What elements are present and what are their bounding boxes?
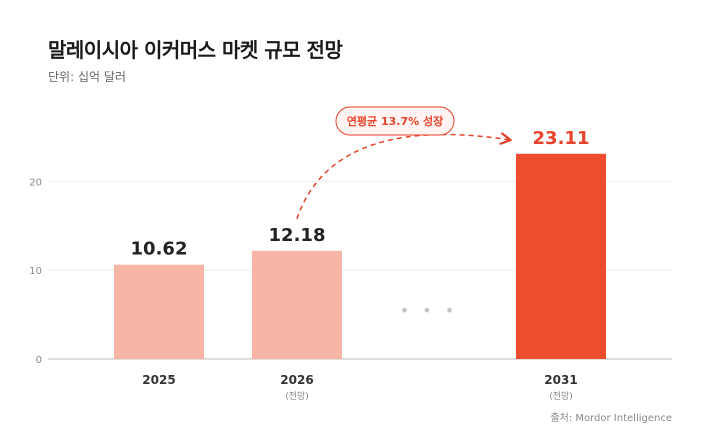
y-tick-label: 0 [36, 355, 42, 366]
chart-unit-subtitle: 단위: 십억 달러 [48, 70, 126, 84]
bar [252, 250, 342, 359]
bar [516, 153, 606, 359]
y-tick-label: 10 [29, 266, 42, 277]
bar-value-label: 12.18 [269, 225, 326, 246]
x-tick-note: (전망) [549, 391, 573, 402]
x-tick-label: 2026 [280, 373, 313, 387]
x-tick-label: 2031 [544, 373, 577, 387]
x-tick-label: 2025 [142, 373, 175, 387]
cagr-badge [335, 106, 455, 136]
x-tick-note: (전망) [285, 391, 309, 402]
y-tick-label: 20 [29, 177, 42, 188]
bar-value-label: 10.62 [131, 239, 188, 260]
source-note: 출처: Mordor Intelligence [550, 413, 672, 424]
chart-title: 말레이시아 이커머스 마켓 규모 전망 [48, 38, 343, 62]
growth-arrow [296, 135, 509, 220]
bar [114, 264, 204, 359]
bar-value-label: 23.11 [533, 128, 590, 149]
cagr-badge-label: 연평균 13.7% 성장 [347, 114, 443, 128]
gap-ellipsis-marker: • • • [400, 301, 458, 320]
